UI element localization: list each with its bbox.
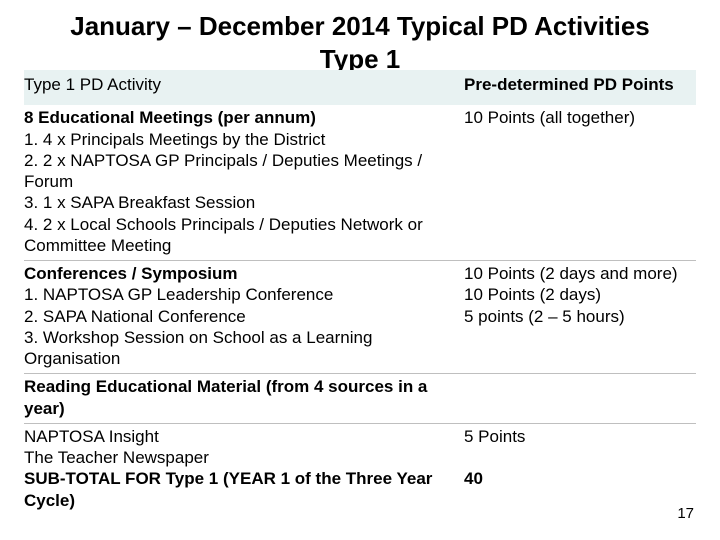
table-row: 8 Educational Meetings (per annum) 1. 4 … [24,105,696,260]
table-row: Conferences / Symposium 1. NAPTOSA GP Le… [24,261,696,374]
title-line-1: January – December 2014 Typical PD Activ… [70,11,650,41]
list-item: 2. 2 x NAPTOSA GP Principals / Deputies … [24,151,422,191]
points-cell: 10 Points (all together) [464,105,696,260]
subtotal-value: 40 [464,469,483,488]
activity-cell: Conferences / Symposium 1. NAPTOSA GP Le… [24,261,464,374]
points-cell [464,374,696,424]
row-heading: Reading Educational Material (from 4 sou… [24,377,427,417]
points-line: 5 Points [464,427,525,446]
points-line: 5 points (2 – 5 hours) [464,307,625,326]
list-item: 3. 1 x SAPA Breakfast Session [24,193,255,212]
list-item: 1. NAPTOSA GP Leadership Conference [24,285,333,304]
header-points: Pre-determined PD Points [464,70,696,105]
header-activity: Type 1 PD Activity [24,70,464,105]
title-line-2: Type 1 [320,44,400,74]
table-header-row: Type 1 PD Activity Pre-determined PD Poi… [24,70,696,105]
points-line: 10 Points (2 days) [464,285,601,304]
points-cell: 10 Points (2 days and more) 10 Points (2… [464,261,696,374]
activity-cell: Reading Educational Material (from 4 sou… [24,374,464,424]
slide-title: January – December 2014 Typical PD Activ… [24,10,696,75]
row-heading: 8 Educational Meetings (per annum) [24,108,316,127]
points-line: 10 Points (2 days and more) [464,264,678,283]
table-row: Reading Educational Material (from 4 sou… [24,374,696,424]
page-number: 17 [677,505,694,522]
subtotal-label: SUB-TOTAL FOR Type 1 (YEAR 1 of the Thre… [24,469,432,509]
list-item: 1. 4 x Principals Meetings by the Distri… [24,130,325,149]
list-item: The Teacher Newspaper [24,448,209,467]
pd-activities-table: Type 1 PD Activity Pre-determined PD Poi… [24,70,696,515]
list-item: 3. Workshop Session on School as a Learn… [24,328,372,368]
row-heading: Conferences / Symposium [24,264,238,283]
list-item: NAPTOSA Insight [24,427,159,446]
activity-cell: NAPTOSA Insight The Teacher Newspaper SU… [24,423,464,515]
table-row: NAPTOSA Insight The Teacher Newspaper SU… [24,423,696,515]
activity-cell: 8 Educational Meetings (per annum) 1. 4 … [24,105,464,260]
list-item: 2. SAPA National Conference [24,307,246,326]
points-cell: 5 Points 40 [464,423,696,515]
list-item: 4. 2 x Local Schools Principals / Deputi… [24,215,423,255]
